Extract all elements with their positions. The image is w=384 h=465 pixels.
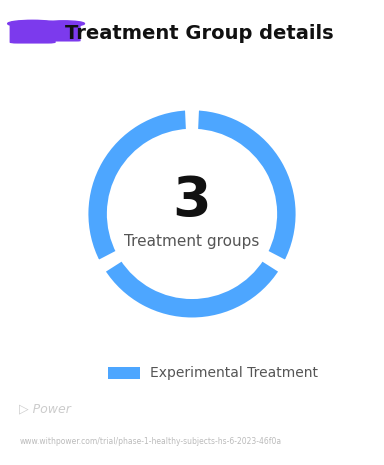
Text: Treatment Group details: Treatment Group details [65, 24, 334, 43]
Circle shape [42, 21, 84, 27]
Wedge shape [195, 108, 298, 263]
Wedge shape [103, 259, 281, 320]
Text: Experimental Treatment: Experimental Treatment [150, 366, 318, 380]
Text: Treatment groups: Treatment groups [124, 234, 260, 249]
Text: ▷ Power: ▷ Power [19, 402, 71, 415]
Text: www.withpower.com/trial/phase-1-healthy-subjects-hs-6-2023-46f0a: www.withpower.com/trial/phase-1-healthy-… [19, 437, 281, 446]
FancyBboxPatch shape [108, 367, 140, 379]
FancyBboxPatch shape [46, 25, 81, 41]
Circle shape [8, 20, 58, 27]
FancyBboxPatch shape [10, 24, 56, 44]
Text: 3: 3 [173, 174, 211, 228]
Wedge shape [86, 108, 189, 263]
